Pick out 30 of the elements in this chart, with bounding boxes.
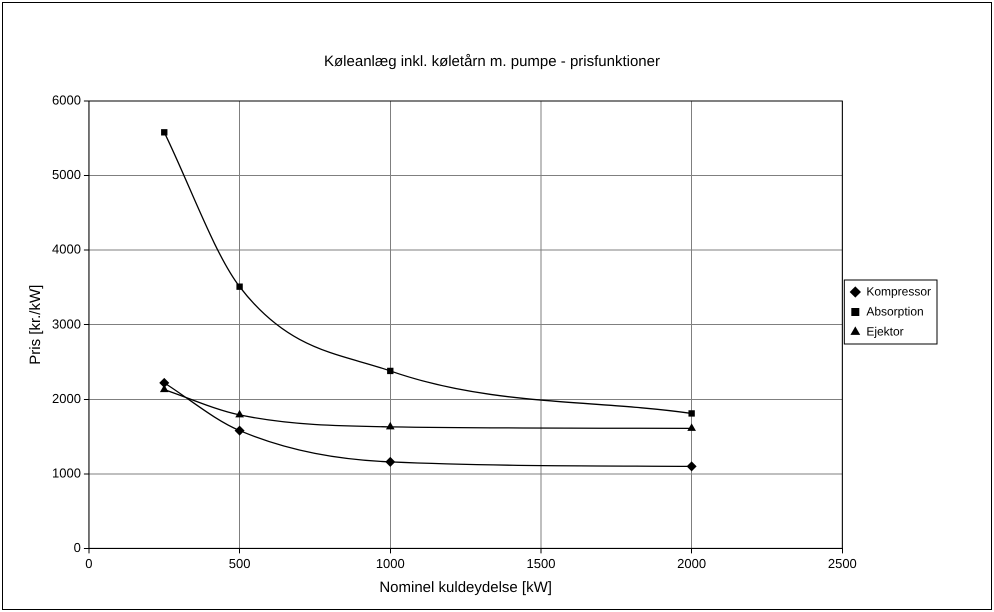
- chart-title: Køleanlæg inkl. køletårn m. pumpe - prisfunktioner: [324, 53, 660, 70]
- y-tick-label: 5000: [52, 167, 81, 182]
- x-tick-label: 1500: [526, 556, 556, 571]
- legend-label: Kompressor: [866, 284, 932, 298]
- point: [688, 410, 695, 417]
- x-axis-title: Nominel kuldeydelse [kW]: [379, 579, 552, 596]
- y-tick-label: 1000: [52, 465, 81, 480]
- point: [161, 129, 168, 136]
- y-axis-title: Pris [kr./kW]: [27, 284, 44, 365]
- point: [234, 426, 245, 436]
- x-tick-label: 1000: [376, 556, 405, 571]
- x-tick-label: 2000: [677, 556, 706, 571]
- y-tick-label: 3000: [52, 316, 81, 332]
- point: [686, 461, 697, 472]
- legend-label: Ejektor: [866, 324, 904, 338]
- point: [385, 456, 396, 467]
- point: [386, 422, 395, 430]
- point: [159, 378, 170, 388]
- point: [236, 283, 243, 290]
- y-tick-label: 2000: [52, 390, 81, 406]
- x-tick-label: 500: [228, 556, 250, 571]
- point: [387, 368, 394, 374]
- point: [687, 423, 696, 431]
- y-tick-label: 6000: [52, 92, 81, 108]
- y-tick-label: 0: [74, 540, 81, 555]
- legend-label: Absorption: [866, 304, 924, 318]
- point: [235, 410, 244, 418]
- x-tick-label: 2500: [828, 556, 857, 571]
- x-tick-label: 0: [85, 556, 93, 571]
- y-tick-label: 4000: [52, 242, 81, 257]
